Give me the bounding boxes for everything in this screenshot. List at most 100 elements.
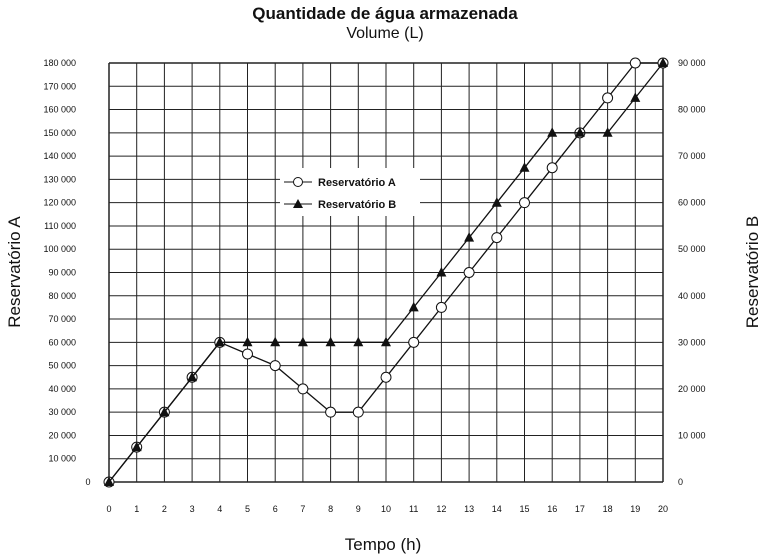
x-tick-label: 0 xyxy=(106,504,111,514)
left-axis-ticks: 0 10 000 20 000 30 000 40 000 50 000 60 000 70 … xyxy=(43,58,90,487)
y-left-tick-label: 10 000 xyxy=(48,454,76,464)
data-point-reservatorio-a xyxy=(325,406,337,418)
data-point-reservatorio-b xyxy=(159,406,170,417)
data-point-reservatorio-a xyxy=(297,383,309,395)
data-point-reservatorio-a xyxy=(463,267,475,278)
data-point-reservatorio-b xyxy=(464,232,475,242)
x-tick-label: 9 xyxy=(356,504,361,514)
x-tick-label: 1 xyxy=(134,504,139,514)
x-tick-label: 11 xyxy=(409,504,418,514)
data-point-reservatorio-b xyxy=(104,476,114,486)
y-right-tick-label: 0 xyxy=(678,477,683,487)
y-right-tick-label: 90 000 xyxy=(678,58,706,68)
legend-label-b: Reservatório B xyxy=(318,199,396,211)
data-point-reservatorio-b xyxy=(325,336,336,347)
y-left-tick-label: 80 000 xyxy=(48,291,76,301)
x-tick-label: 8 xyxy=(328,504,333,514)
chart-subtitle: Volume (L) xyxy=(346,25,424,42)
x-tick-label: 15 xyxy=(519,504,529,514)
y-left-tick-label: 40 000 xyxy=(48,384,76,394)
data-point-reservatorio-a xyxy=(352,406,364,418)
x-tick-label: 18 xyxy=(603,504,613,514)
data-point-reservatorio-a xyxy=(629,57,641,69)
x-tick-label: 13 xyxy=(464,504,474,514)
data-point-reservatorio-b xyxy=(519,162,530,172)
y-left-tick-label: 120 000 xyxy=(43,198,76,208)
data-point-reservatorio-b xyxy=(630,92,641,102)
legend-marker-b xyxy=(293,199,303,208)
legend-label-a: Reservatório A xyxy=(318,177,396,189)
y-left-tick-label: 70 000 xyxy=(48,314,76,324)
legend: Reservatório A Reservatório B xyxy=(280,168,420,216)
legend-marker-a xyxy=(293,177,303,187)
y-right-tick-label: 80 000 xyxy=(678,105,706,115)
chart-title: Quantidade de água armazenada xyxy=(252,4,518,23)
right-axis-ticks: 0 10 000 20 000 30 000 40 000 50 000 60 000 70 … xyxy=(678,58,706,487)
x-tick-label: 14 xyxy=(492,504,502,514)
y-left-tick-label: 20 000 xyxy=(48,430,76,440)
y-left-tick-label: 110 000 xyxy=(44,221,76,231)
y-axis-label-right: Reservatório B xyxy=(743,216,760,328)
y-right-tick-label: 70 000 xyxy=(678,151,706,161)
data-point-reservatorio-b xyxy=(353,336,364,347)
data-point-reservatorio-b xyxy=(270,336,281,347)
y-left-tick-label: 90 000 xyxy=(48,268,76,278)
data-point-reservatorio-b xyxy=(297,336,308,347)
y-left-tick-label: 140 000 xyxy=(43,151,76,161)
y-right-tick-label: 20 000 xyxy=(678,384,706,394)
data-point-reservatorio-b xyxy=(574,127,585,137)
x-tick-label: 5 xyxy=(245,504,250,514)
grid-lines xyxy=(108,62,664,483)
x-tick-label: 19 xyxy=(630,504,640,514)
x-tick-label: 10 xyxy=(381,504,391,514)
data-point-reservatorio-a xyxy=(491,232,503,244)
data-point-reservatorio-a xyxy=(269,360,281,372)
data-point-reservatorio-a xyxy=(546,162,558,174)
data-point-reservatorio-b xyxy=(187,371,198,382)
x-tick-label: 3 xyxy=(190,504,195,514)
data-point-reservatorio-b xyxy=(547,127,558,137)
data-point-reservatorio-b xyxy=(436,267,447,277)
series-layer xyxy=(103,57,669,488)
y-left-tick-label: 150 000 xyxy=(43,128,76,138)
data-point-reservatorio-b xyxy=(408,301,419,312)
x-tick-label: 16 xyxy=(547,504,557,514)
x-tick-label: 20 xyxy=(658,504,668,514)
data-point-reservatorio-a xyxy=(408,336,420,348)
data-point-reservatorio-a xyxy=(380,371,392,383)
y-left-tick-label: 60 000 xyxy=(48,337,76,347)
y-right-tick-label: 60 000 xyxy=(678,198,706,208)
data-point-reservatorio-a xyxy=(435,301,447,313)
data-point-reservatorio-b xyxy=(602,127,613,137)
y-right-tick-label: 40 000 xyxy=(678,291,706,301)
x-axis-ticks: 0 1 2 3 4 5 6 7 8 9 10 11 12 13 14 15 16 17 18 19 20 xyxy=(106,504,668,514)
y-left-tick-label: 180 000 xyxy=(43,58,76,68)
data-point-reservatorio-b xyxy=(214,336,225,347)
data-point-reservatorio-b xyxy=(242,336,253,347)
data-point-reservatorio-a xyxy=(602,92,614,104)
y-left-tick-label: 100 000 xyxy=(43,244,76,254)
data-point-reservatorio-a xyxy=(242,348,253,360)
y-left-tick-label: 170 000 xyxy=(43,81,76,91)
x-tick-label: 4 xyxy=(217,504,222,514)
y-right-tick-label: 30 000 xyxy=(678,337,706,347)
x-tick-label: 6 xyxy=(273,504,278,514)
x-tick-label: 7 xyxy=(300,504,305,514)
data-point-reservatorio-b xyxy=(381,336,391,347)
y-left-tick-label: 50 000 xyxy=(48,361,76,371)
data-point-reservatorio-b xyxy=(491,197,502,207)
y-right-tick-label: 50 000 xyxy=(678,244,706,254)
data-point-reservatorio-b xyxy=(658,57,668,67)
data-point-reservatorio-b xyxy=(131,441,142,452)
y-left-tick-label: 0 xyxy=(85,477,90,487)
y-left-tick-label: 160 000 xyxy=(43,105,76,115)
x-tick-label: 12 xyxy=(436,504,446,514)
x-tick-label: 2 xyxy=(162,504,167,514)
y-right-tick-label: 10 000 xyxy=(678,430,706,440)
y-axis-label-left: Reservatório A xyxy=(5,216,24,328)
x-axis-label: Tempo (h) xyxy=(345,535,422,554)
y-left-tick-label: 130 000 xyxy=(43,174,76,184)
y-left-tick-label: 30 000 xyxy=(48,407,76,417)
data-point-reservatorio-a xyxy=(519,197,530,209)
